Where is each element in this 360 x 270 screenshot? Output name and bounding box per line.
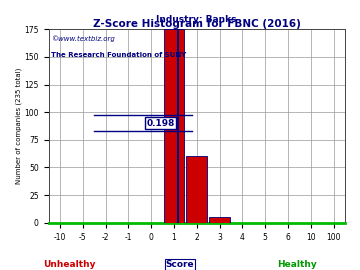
Text: Industry: Banks: Industry: Banks: [157, 15, 237, 24]
Bar: [186, 156, 207, 223]
Bar: [209, 217, 230, 223]
Text: ©www.textbiz.org: ©www.textbiz.org: [51, 35, 115, 42]
Y-axis label: Number of companies (235 total): Number of companies (235 total): [15, 68, 22, 184]
Bar: [164, 29, 184, 223]
Text: Unhealthy: Unhealthy: [43, 260, 96, 269]
Text: Score: Score: [166, 260, 194, 269]
Text: Healthy: Healthy: [277, 260, 317, 269]
Text: 0.198: 0.198: [147, 119, 175, 128]
Title: Z-Score Histogram for FBNC (2016): Z-Score Histogram for FBNC (2016): [93, 19, 301, 29]
Text: The Research Foundation of SUNY: The Research Foundation of SUNY: [51, 52, 187, 58]
